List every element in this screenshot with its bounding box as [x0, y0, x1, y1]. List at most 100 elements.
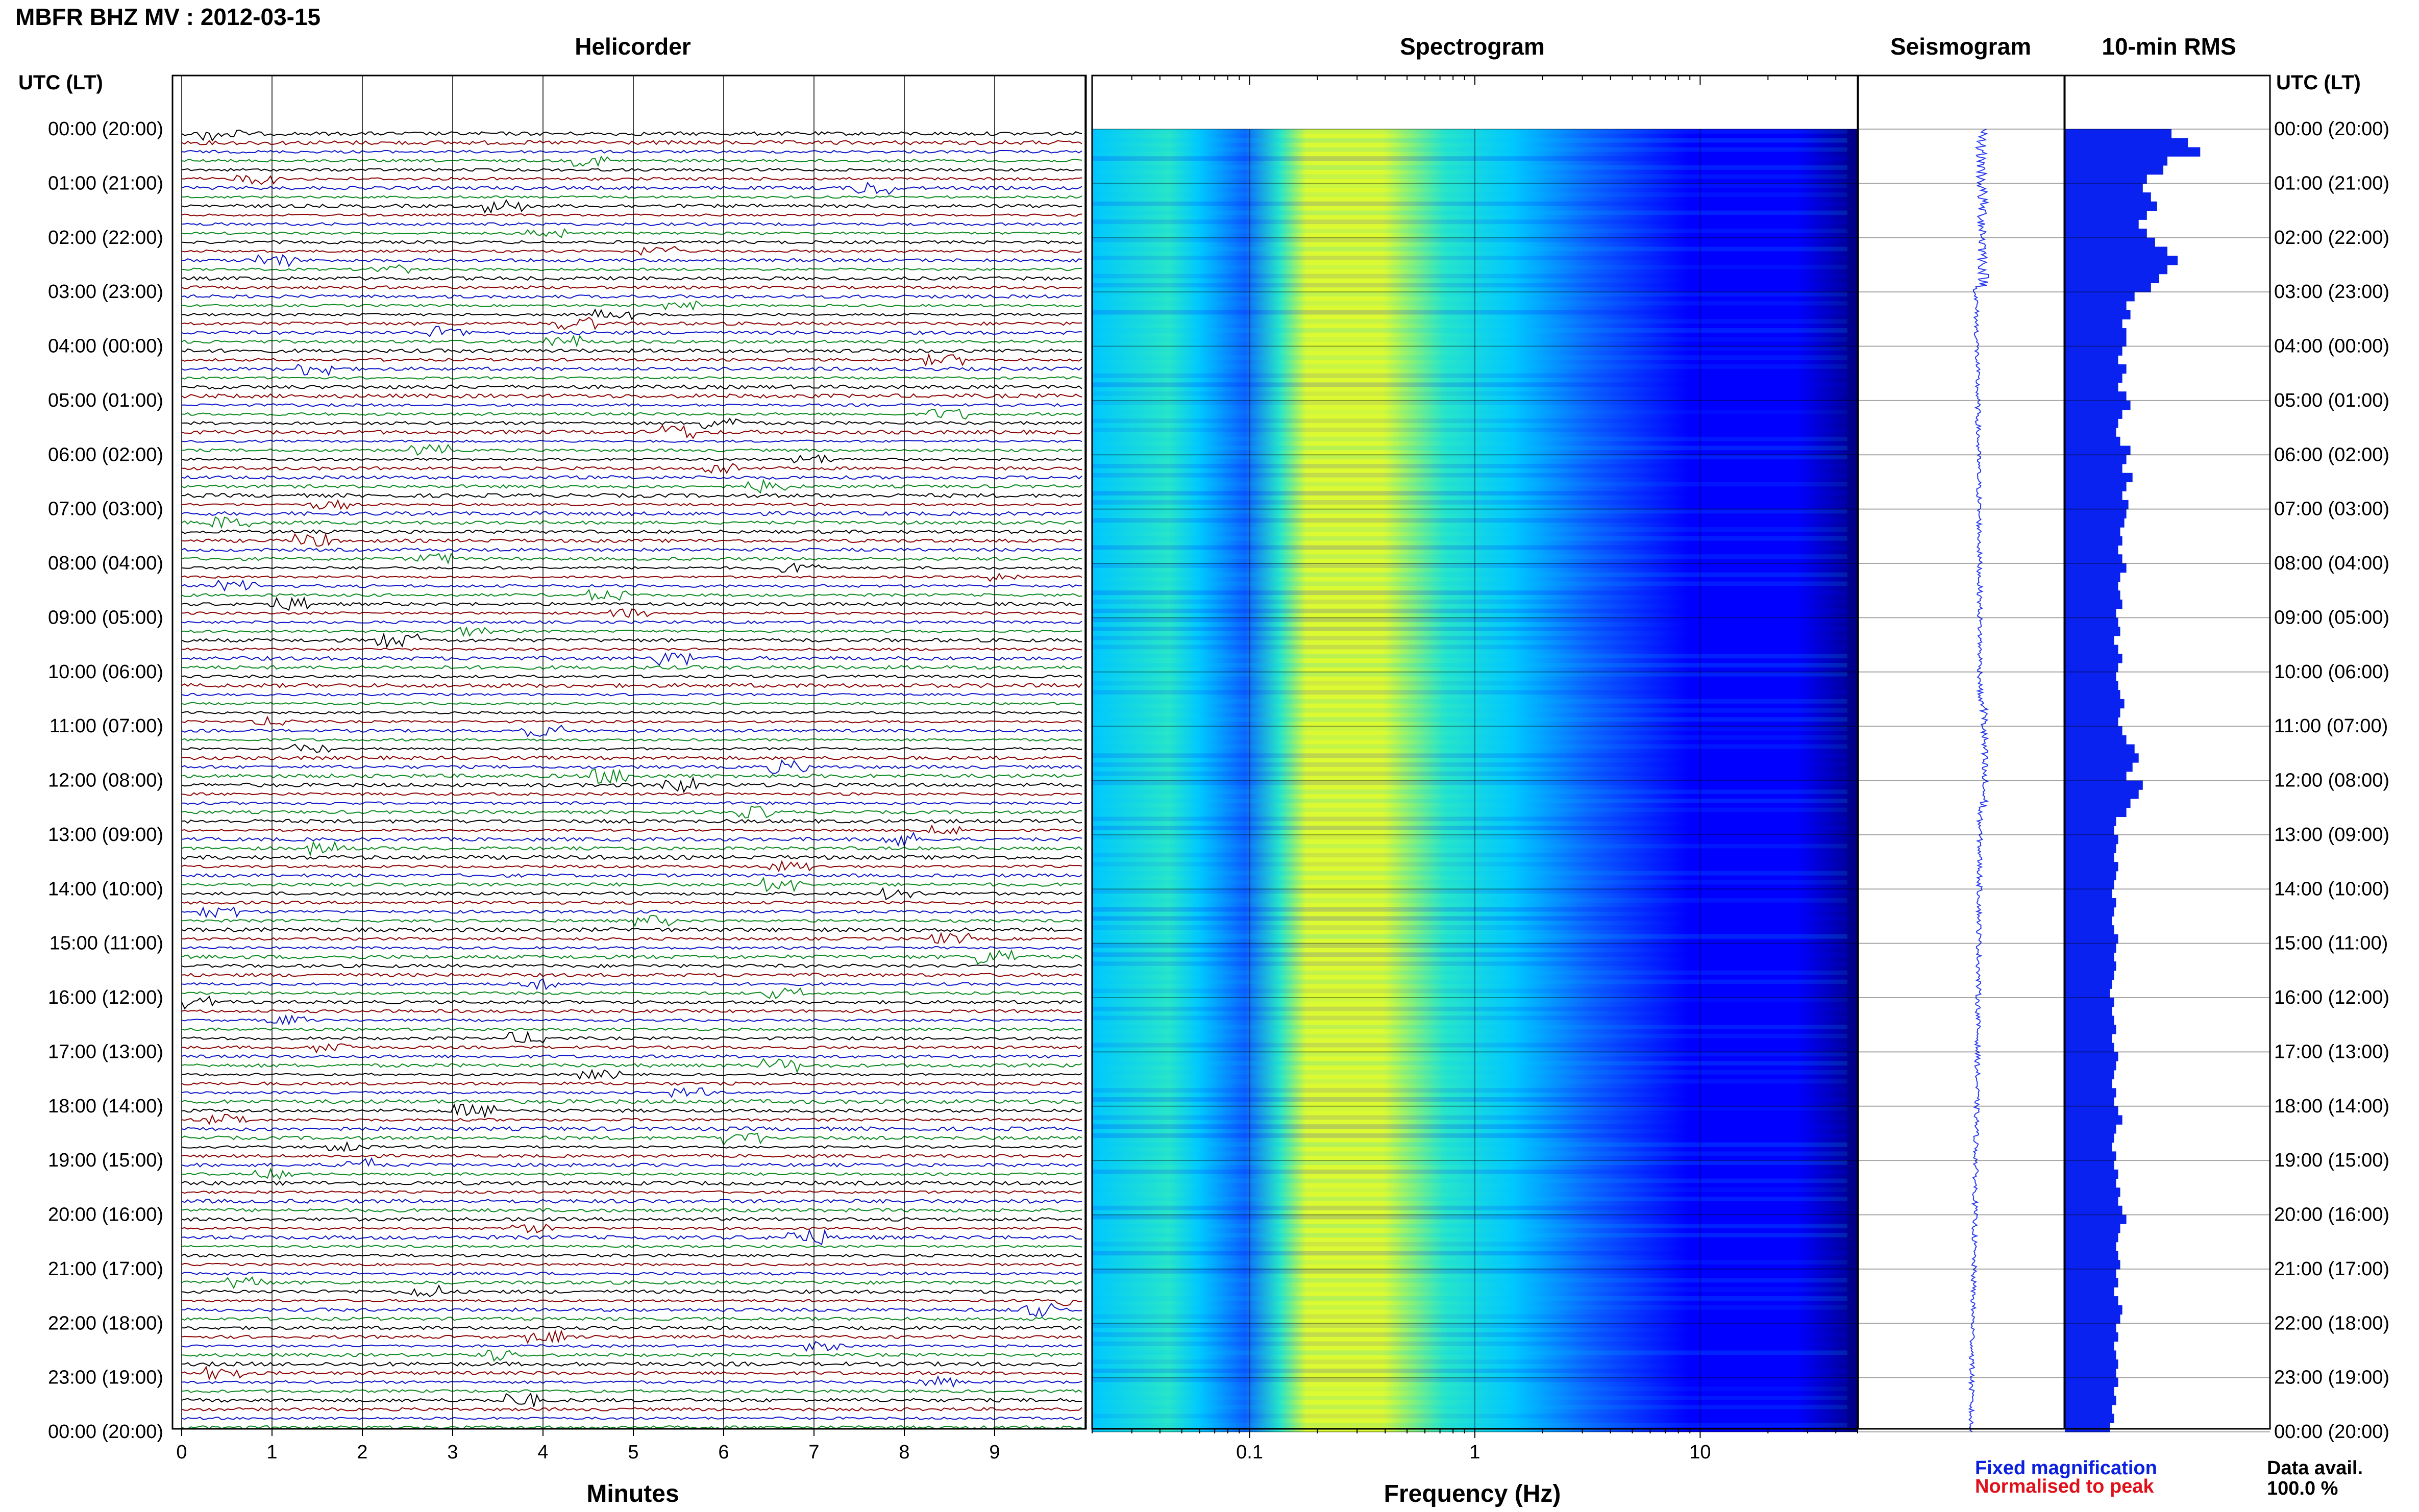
rms-bar — [2065, 463, 2122, 474]
spectrogram-row — [1092, 1033, 1858, 1038]
rms-bar — [2065, 1269, 2116, 1279]
spectrogram-row — [1092, 418, 1858, 424]
spectrogram-row — [1092, 771, 1858, 776]
spectrogram-row — [1092, 1269, 1858, 1274]
spectrogram-row — [1092, 889, 1858, 894]
helicorder-trace — [181, 831, 1082, 848]
spectrogram-row — [1092, 599, 1858, 604]
helicorder-trace — [181, 408, 1082, 420]
time-label-left: 01:00 (21:00) — [48, 172, 163, 194]
rms-bar — [2065, 346, 2122, 356]
rms-bar — [2065, 1368, 2116, 1378]
rms-bar — [2065, 1278, 2118, 1287]
helicorder-trace — [181, 1425, 1082, 1430]
rms-bar — [2065, 1332, 2118, 1342]
helicorder-trace — [181, 1276, 1082, 1290]
rms-title: 10-min RMS — [2102, 33, 2236, 60]
spectrogram-row — [1092, 1151, 1858, 1156]
helicorder-trace — [181, 931, 1082, 944]
rms-bar — [2065, 409, 2122, 419]
helicorder-trace — [181, 285, 1082, 290]
spectrogram-row — [1092, 1224, 1858, 1229]
spectrogram-row — [1092, 1404, 1858, 1409]
helicorder-trace — [181, 873, 1082, 878]
time-label-right: 22:00 (18:00) — [2274, 1312, 2389, 1334]
spectrogram-row — [1092, 1242, 1858, 1247]
rms-bar — [2065, 681, 2118, 690]
spectrogram-row — [1092, 382, 1858, 387]
spectrogram-row — [1092, 853, 1858, 858]
spectrogram-row — [1092, 1423, 1858, 1428]
helicorder-trace — [181, 1299, 1082, 1306]
helicorder-trace — [181, 1262, 1082, 1267]
rms-bar — [2065, 789, 2139, 799]
helicorder-trace — [181, 393, 1082, 399]
helicorder-trace — [181, 1329, 1082, 1345]
rms-bar — [2065, 744, 2135, 754]
helicorder-trace — [181, 1302, 1082, 1318]
frequency-tick-label: 10 — [1689, 1442, 1711, 1463]
rms-bar — [2065, 518, 2125, 528]
helicorder-trace — [181, 973, 1082, 978]
helicorder-trace — [181, 228, 1082, 238]
time-label-right: 07:00 (03:00) — [2274, 499, 2389, 520]
time-label-right: 11:00 (07:00) — [2274, 715, 2388, 737]
spectrogram-panel — [1092, 129, 1858, 1432]
helicorder-trace — [181, 529, 1082, 534]
helicorder-trace — [181, 978, 1082, 990]
spectrogram-row — [1092, 445, 1858, 451]
rms-bar — [2065, 283, 2151, 292]
time-label-right: 06:00 (02:00) — [2274, 444, 2389, 465]
seismogram-panel — [1968, 129, 1990, 1432]
helicorder-trace — [181, 240, 1082, 244]
rms-bar — [2065, 1160, 2114, 1170]
time-label-left: 15:00 (11:00) — [50, 933, 163, 954]
spectrogram-row — [1092, 826, 1858, 831]
spectrogram-row — [1092, 1287, 1858, 1292]
rms-bar — [2065, 970, 2114, 980]
rms-bar — [2065, 229, 2147, 238]
rms-bar — [2065, 898, 2116, 908]
rms-bar — [2065, 1197, 2118, 1206]
helicorder-trace — [182, 652, 1082, 666]
helicorder-trace — [181, 294, 1082, 299]
rms-bar — [2065, 455, 2127, 464]
helicorder-trace — [181, 403, 1082, 407]
helicorder-trace — [181, 308, 1082, 320]
helicorder-trace — [181, 1416, 1082, 1420]
helicorder-trace — [181, 755, 1082, 761]
rms-bar — [2065, 219, 2139, 229]
rms-bar — [2065, 382, 2118, 392]
helicorder-trace — [181, 254, 1082, 267]
time-label-left: 00:00 (20:00) — [48, 118, 163, 140]
helicorder-trace — [181, 1054, 1082, 1059]
helicorder-trace — [181, 516, 1082, 529]
rms-bar — [2065, 907, 2114, 917]
rms-bar — [2065, 844, 2116, 853]
rms-bar — [2065, 708, 2120, 717]
helicorder-trace — [181, 1157, 1082, 1168]
rms-bar — [2065, 1079, 2112, 1088]
spectrogram-row — [1092, 391, 1858, 396]
spectrogram-row — [1092, 907, 1858, 912]
helicorder-trace — [181, 900, 1082, 905]
helicorder-trace — [181, 553, 1082, 565]
helicorder-trace — [181, 363, 1082, 377]
spectrogram-row — [1092, 1124, 1858, 1129]
time-label-right: 19:00 (15:00) — [2274, 1150, 2389, 1171]
rms-bar — [2065, 138, 2188, 148]
spectrogram-row — [1092, 237, 1858, 242]
helicorder-trace — [181, 213, 1082, 217]
spectrogram-row — [1092, 916, 1858, 921]
rms-bar — [2065, 400, 2131, 410]
spectrogram-row — [1092, 455, 1858, 460]
helicorder-trace — [181, 384, 1082, 390]
rms-panel — [2065, 129, 2201, 1432]
spectrogram-row — [1092, 1061, 1858, 1065]
spectrogram-row — [1092, 428, 1858, 432]
time-label-right: 12:00 (08:00) — [2274, 770, 2389, 791]
spectrogram-row — [1092, 1314, 1858, 1319]
spectrogram-row — [1092, 1377, 1858, 1382]
helicorder-trace — [181, 1030, 1082, 1044]
helicorder-trace — [181, 1132, 1082, 1146]
